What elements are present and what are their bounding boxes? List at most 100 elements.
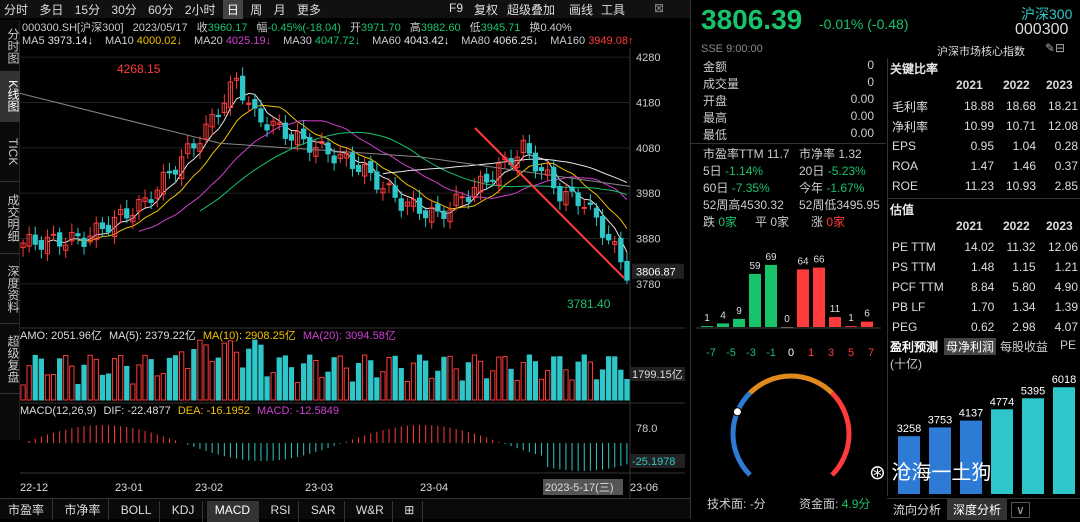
- candle: [569, 186, 575, 192]
- volume-bar: [624, 378, 630, 401]
- forecast-value: 4774: [990, 396, 1014, 408]
- volume-bar: [386, 357, 392, 401]
- f9-button[interactable]: F9: [449, 1, 464, 15]
- candle: [545, 169, 551, 176]
- indicator-tabs: 市盈率 市净率 BOLL KDJ MACD RSI SAR W&R ⊞: [0, 498, 690, 522]
- edit-icon[interactable]: ✎⊟: [1045, 41, 1066, 55]
- table-row: PEG 0.62 2.98 4.07: [892, 320, 1078, 334]
- candle: [227, 81, 234, 109]
- nav-detail[interactable]: 成交明细: [0, 182, 20, 254]
- candle: [435, 203, 441, 212]
- nav-depth[interactable]: 深度资料: [0, 254, 20, 324]
- forecast-tab-profit[interactable]: 母净利润: [944, 338, 997, 355]
- candle: [87, 235, 93, 243]
- tab-sar[interactable]: SAR: [303, 501, 345, 522]
- tools-button[interactable]: 工具: [601, 3, 626, 17]
- volume-bar: [423, 360, 429, 401]
- macd-legend: MACD(12,26,9) DIF: -22.4877 DEA: -16.195…: [20, 405, 339, 417]
- nav-kline[interactable]: K线图: [0, 72, 20, 122]
- distribution-label: -3: [746, 347, 756, 359]
- menu-item[interactable]: 多日: [39, 3, 64, 17]
- forecast-tab-eps[interactable]: 每股收益: [1000, 340, 1049, 354]
- distribution-value: 1: [848, 313, 854, 324]
- add-tab-icon[interactable]: ⊞: [396, 501, 424, 522]
- forecast-value: 4137: [959, 408, 983, 420]
- draw-button[interactable]: 画线: [569, 3, 594, 17]
- ma-legend-item: MA20 4025.19↓: [194, 35, 272, 47]
- candle: [246, 102, 252, 105]
- menu-item[interactable]: 分时: [4, 3, 29, 17]
- menu-item[interactable]: 30分: [111, 3, 137, 17]
- volume-bar: [410, 362, 417, 401]
- close-icon[interactable]: ⊠: [654, 1, 665, 15]
- overlay-button[interactable]: 超级叠加: [507, 3, 556, 17]
- volume-bar: [99, 374, 105, 401]
- candle: [459, 196, 465, 199]
- menu-item[interactable]: 2小时: [184, 3, 216, 17]
- tab-pb[interactable]: 市净率: [56, 499, 110, 520]
- candle: [331, 155, 337, 164]
- candle: [477, 175, 484, 193]
- date-tick: 23-01: [115, 482, 143, 494]
- ma-legend-item: MA60 4043.42↓: [372, 35, 450, 47]
- cursor-date-box: [543, 479, 623, 495]
- distribution-label: 0: [788, 347, 794, 359]
- volume-legend: AMO: 2051.96亿 MA(5): 2379.22亿 MA(10): 29…: [20, 329, 396, 342]
- distribution-bar: [749, 273, 761, 327]
- date-label: 2023/05/17: [132, 22, 188, 34]
- nav-timeshare[interactable]: 分时图: [0, 20, 20, 72]
- volume-axis-current: 1799.15亿: [632, 368, 683, 381]
- turnover-value: 0.40%: [540, 22, 572, 34]
- menu-item[interactable]: 60分: [148, 3, 174, 17]
- volume-bar: [240, 367, 246, 401]
- candle: [423, 210, 429, 219]
- volume-bar: [459, 380, 465, 401]
- menu-item-more[interactable]: 更多: [296, 3, 321, 17]
- table-row: PE TTM 14.02 11.32 12.06: [892, 240, 1078, 254]
- tab-pe[interactable]: 市盈率: [0, 499, 54, 520]
- distribution-bar: [797, 269, 809, 327]
- right-panel: 3806.39 -0.01% (-0.48) 沪深300 000300 SSE …: [690, 0, 1080, 520]
- candle: [185, 143, 191, 155]
- date-tick: 23-04: [420, 482, 448, 494]
- volume-bar: [32, 354, 38, 401]
- distribution-bar: [765, 264, 777, 327]
- candle: [148, 199, 154, 203]
- candle: [319, 140, 325, 144]
- tab-depth-analysis[interactable]: 深度分析: [947, 499, 1008, 520]
- ma-line: [20, 92, 631, 187]
- distribution-bar: [813, 267, 825, 327]
- stat-row: 成交量 0: [703, 75, 874, 91]
- volume-bar: [38, 358, 44, 401]
- volume-bar: [374, 377, 380, 401]
- dropdown-icon[interactable]: ∨: [1011, 502, 1030, 518]
- menu-item[interactable]: 15分: [74, 3, 101, 17]
- candle: [557, 186, 563, 202]
- tab-flow-analysis[interactable]: 流向分析: [893, 503, 942, 517]
- volume-bar: [569, 379, 575, 401]
- change-value: -0.45%(-18.04): [267, 22, 341, 34]
- volume-bar: [258, 344, 264, 401]
- restore-right-button[interactable]: 复权: [474, 3, 499, 17]
- candle: [386, 183, 392, 186]
- candle: [599, 215, 606, 238]
- menu-item[interactable]: 月: [273, 3, 286, 17]
- distribution-bar: [701, 326, 713, 327]
- forecast-tab-pe[interactable]: PE: [1060, 338, 1077, 352]
- menu-item-day[interactable]: 日: [222, 0, 243, 19]
- menu-item[interactable]: 周: [250, 3, 263, 17]
- low-label: 低: [469, 22, 481, 34]
- candle: [294, 130, 301, 146]
- forecast-bar: [1053, 387, 1075, 494]
- nav-replay[interactable]: 超级复盘: [0, 324, 20, 394]
- volume-bar: [612, 356, 618, 401]
- candle: [99, 222, 105, 230]
- candle: [172, 169, 179, 175]
- volume-bar: [81, 364, 87, 401]
- candle: [26, 234, 32, 247]
- volume-bar: [404, 380, 410, 401]
- gauge-arc-low: [730, 391, 752, 477]
- nav-tick[interactable]: TICK: [0, 122, 20, 182]
- candle: [593, 207, 600, 218]
